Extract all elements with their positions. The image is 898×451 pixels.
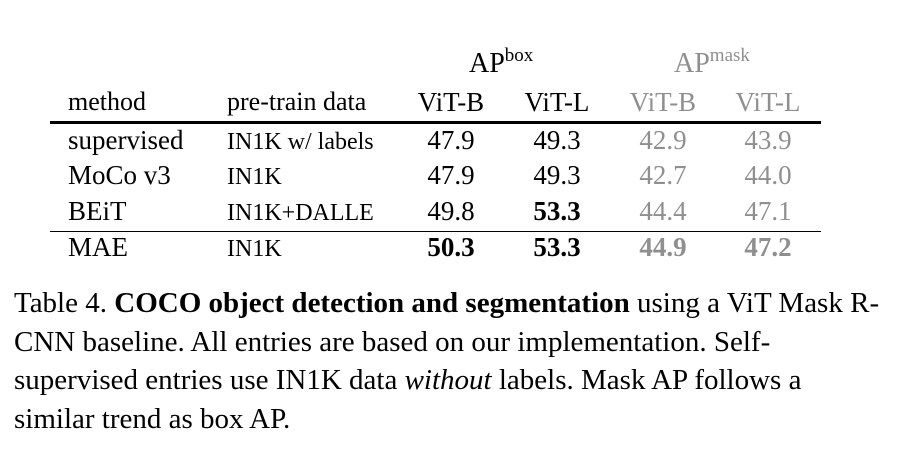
row-box-vit-l: 49.3 [533, 125, 581, 155]
row-method: supervised [68, 125, 184, 155]
row-pretrain: IN1K [227, 164, 282, 190]
table-mid-rule [50, 231, 821, 232]
caption-title: COCO object detection and segmentation [114, 287, 630, 319]
column-header-pretrain-data: pre-train data [227, 87, 367, 116]
row-box-vit-l: 49.3 [533, 160, 581, 190]
row-mask-vit-b: 42.9 [639, 125, 687, 155]
row-method: MoCo v3 [68, 160, 171, 190]
row-box-vit-l: 53.3 [533, 232, 581, 262]
column-header-box-vit-b: ViT-B [417, 87, 485, 117]
row-pretrain: IN1K w/ labels [227, 129, 374, 155]
row-pretrain: IN1K [227, 236, 282, 262]
row-method: MAE [68, 232, 128, 262]
caption-text-1: using a ViT Mask R-CNN baseline. All ent… [14, 287, 880, 396]
caption-label: Table 4. [14, 287, 107, 319]
column-header-method: method [68, 87, 146, 116]
row-pretrain: IN1K+DALLE [227, 200, 374, 226]
results-table: APbox APmask method pre-train data ViT-B… [50, 45, 821, 262]
row-box-vit-b: 47.9 [427, 125, 475, 155]
row-box-vit-b: 49.8 [427, 196, 475, 226]
caption-emphasis: without [404, 364, 492, 396]
column-header-mask-vit-b: ViT-B [629, 87, 697, 117]
table-top-rule [50, 121, 821, 124]
row-method: BEiT [68, 196, 127, 226]
row-mask-vit-l: 44.0 [744, 160, 792, 190]
row-box-vit-b: 50.3 [427, 232, 475, 262]
caption-text-2: labels. Mask AP follows a similar trend … [14, 364, 802, 435]
column-header-box-vit-l: ViT-L [524, 87, 590, 117]
row-mask-vit-b: 44.9 [639, 232, 687, 262]
column-header-mask-vit-l: ViT-L [735, 87, 801, 117]
ap-box-header: APbox [469, 45, 534, 79]
row-box-vit-l: 53.3 [533, 196, 581, 226]
ap-mask-header: APmask [674, 45, 750, 79]
row-mask-vit-b: 42.7 [639, 160, 687, 190]
row-box-vit-b: 47.9 [427, 160, 475, 190]
row-mask-vit-b: 44.4 [639, 196, 687, 226]
row-mask-vit-l: 43.9 [744, 125, 792, 155]
row-mask-vit-l: 47.2 [744, 232, 792, 262]
table-caption: Table 4. COCO object detection and segme… [14, 284, 884, 438]
row-mask-vit-l: 47.1 [744, 196, 792, 226]
